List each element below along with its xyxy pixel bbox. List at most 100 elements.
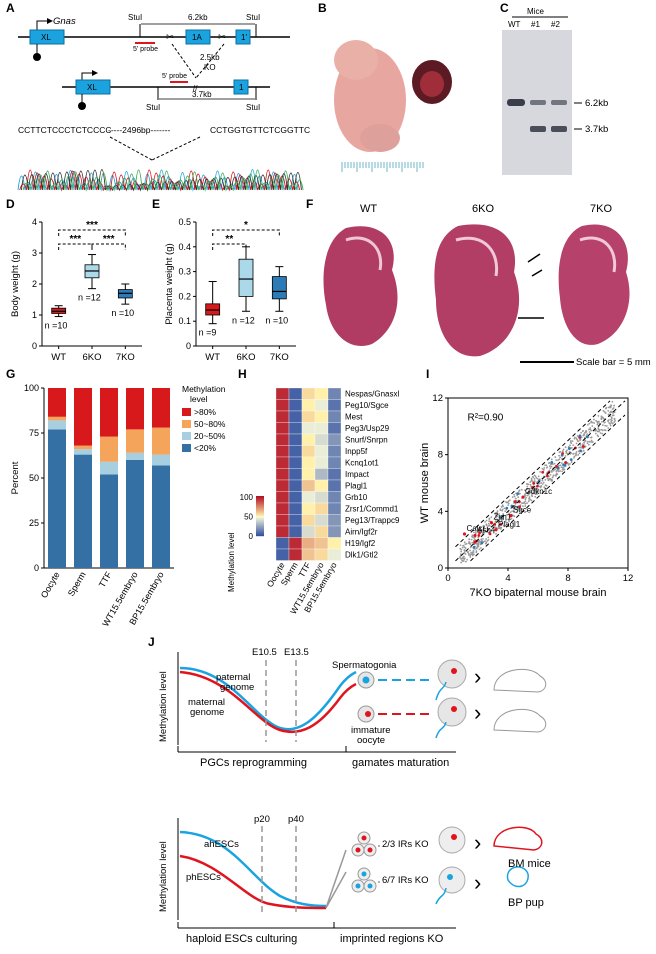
data-point (562, 469, 565, 471)
heatmap-cell (327, 399, 342, 412)
data-point (521, 502, 523, 505)
seq-gap: -----2496bp------- (108, 125, 171, 135)
data-point (497, 521, 500, 524)
row-label: Mest (345, 413, 363, 422)
scale-gradient-step (256, 534, 264, 536)
imprinted-point (555, 464, 558, 468)
data-point (601, 416, 604, 419)
scale-gradient-step (256, 515, 264, 517)
data-point (610, 410, 612, 413)
band-1-6kb (530, 100, 546, 105)
heatmap-cell (327, 537, 342, 550)
data-point (575, 442, 578, 445)
heatmap-cell (301, 502, 316, 515)
panel-label-h: H (238, 367, 247, 381)
p20-label: p20 (254, 814, 270, 825)
data-point (541, 483, 544, 485)
data-point (502, 513, 505, 515)
paternal-label-1: paternal (216, 672, 250, 683)
heatmap-cell (275, 468, 290, 481)
data-point (464, 553, 467, 555)
data-point (586, 442, 589, 445)
data-point (579, 444, 582, 446)
j-top-axis-right: gamates maturation (352, 757, 449, 769)
data-point (469, 554, 472, 557)
gene-point (494, 528, 498, 532)
data-point (527, 483, 530, 486)
scale-gradient-step (256, 504, 264, 506)
data-point (488, 524, 491, 527)
blue-cell-cluster (351, 867, 377, 893)
data-point (531, 492, 534, 495)
data-point (591, 441, 594, 444)
data-point (610, 404, 613, 407)
data-point (593, 427, 596, 429)
data-point (494, 514, 497, 517)
heatmap-cell (314, 537, 329, 550)
data-point (610, 418, 612, 421)
heatmap-cell (288, 445, 303, 458)
imprinted-point (581, 445, 585, 448)
legend-swatch (182, 420, 191, 428)
scale-gradient-step (256, 505, 264, 507)
data-point (464, 560, 467, 563)
band-label-top: 6.2kb (585, 98, 608, 109)
data-point (561, 470, 563, 473)
lane-label-2: #2 (551, 20, 560, 29)
data-point (559, 451, 562, 453)
heatmap-cell (275, 410, 290, 423)
heatmap-cell (314, 410, 329, 423)
data-point (524, 505, 527, 507)
j-bottom-axis-left: haploid ESCs culturing (186, 933, 297, 945)
y-tick-label: 0 (32, 341, 37, 351)
data-point (479, 547, 482, 549)
y-tick-label: 0.5 (178, 217, 191, 227)
r-squared-label: R²=0.90 (468, 413, 504, 424)
bp-label: BP pup (508, 897, 544, 909)
bar-segment (126, 388, 144, 430)
data-point (533, 478, 536, 480)
gene-point (489, 521, 494, 525)
exon-xl-ko (75, 79, 111, 95)
bar-segment (126, 460, 144, 568)
data-point (511, 496, 514, 499)
heatmap-cell (301, 537, 316, 550)
j-bottom-ylabel: Methylation level (158, 841, 169, 912)
heatmap-cell (275, 456, 290, 469)
arrow-icon (527, 253, 541, 263)
x-tick-label: 7KO (270, 352, 289, 363)
data-point (586, 424, 589, 426)
oocyte-label-2: oocyte (357, 735, 385, 746)
data-point (525, 496, 527, 499)
imprinted-point (567, 447, 571, 451)
data-point (536, 477, 539, 480)
x-tick-label: 6KO (82, 352, 101, 363)
bar-segment (152, 427, 170, 455)
data-point (486, 527, 489, 530)
data-point (514, 497, 517, 500)
section-wt (323, 226, 398, 346)
data-point (532, 476, 535, 479)
data-point (460, 557, 463, 560)
data-point (468, 554, 470, 556)
data-point (548, 461, 551, 464)
data-point (582, 449, 585, 452)
data-point (473, 553, 475, 556)
heatmap-cell (288, 399, 303, 412)
data-point (485, 538, 488, 540)
seq-dash-left (109, 136, 153, 161)
data-point (548, 469, 551, 472)
scissors-icon: ✂ (166, 32, 174, 43)
gene-label: Cdkn1c (525, 487, 552, 496)
band-label-bottom: 3.7kb (585, 124, 608, 135)
row-label: Airn/Igf2r (345, 528, 378, 537)
data-point (514, 502, 517, 505)
significance-bracket (58, 229, 126, 236)
heatmap-cell (275, 399, 290, 412)
data-point (534, 493, 537, 496)
data-point (467, 551, 469, 554)
n-label: n =10 (265, 315, 288, 325)
heatmap-cell (301, 548, 316, 561)
data-point (545, 466, 548, 469)
